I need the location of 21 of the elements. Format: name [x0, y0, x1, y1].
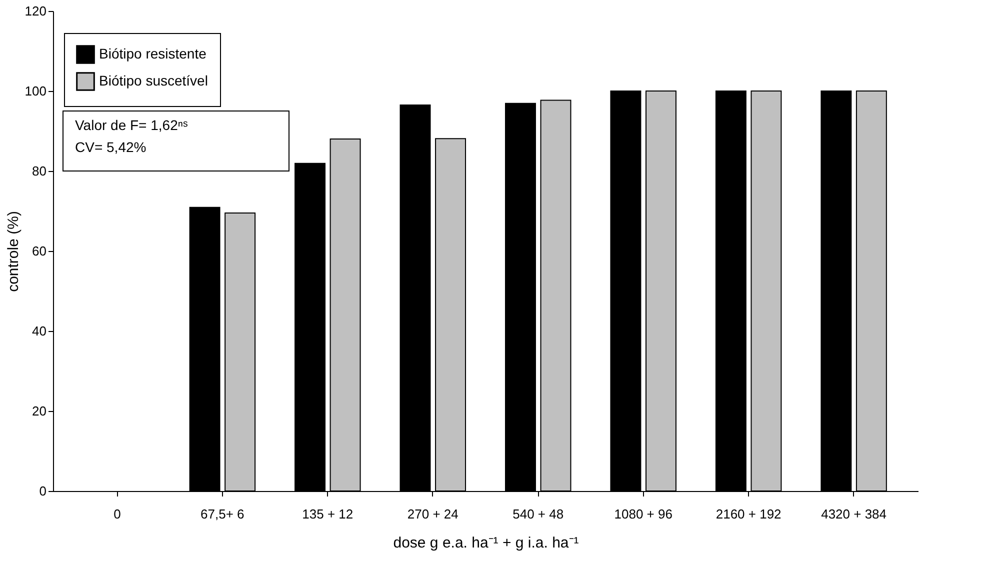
x-tick-label: 540 + 48	[512, 506, 564, 522]
y-tick-label: 120	[24, 4, 46, 18]
x-tick-label: 67,5+ 6	[200, 506, 244, 522]
x-tick-label: 135 + 12	[302, 506, 354, 522]
legend-label: Biótipo suscetível	[99, 72, 208, 88]
annotation: CV= 5,42%	[75, 139, 146, 155]
x-tick-label: 0	[114, 506, 121, 522]
legend-label: Biótipo resistente	[99, 46, 207, 62]
x-tick-label: 1080 + 96	[614, 506, 672, 522]
y-tick-label: 0	[39, 484, 46, 498]
y-tick-label: 20	[32, 404, 46, 418]
y-tick-label: 60	[32, 244, 46, 258]
y-tick-label: 40	[32, 324, 46, 338]
annotation: Valor de F= 1,62ⁿˢ	[75, 117, 188, 133]
y-tick-label: 80	[32, 164, 46, 178]
x-tick-label: 270 + 24	[407, 506, 458, 522]
y-tick-label: 100	[24, 84, 46, 98]
x-tick-label: 4320 + 384	[821, 506, 887, 522]
y-axis-title: controle (%)	[4, 211, 22, 292]
x-axis-title: dose g e.a. ha⁻¹ + g i.a. ha⁻¹	[393, 534, 579, 552]
x-tick-label: 2160 + 192	[716, 506, 782, 522]
